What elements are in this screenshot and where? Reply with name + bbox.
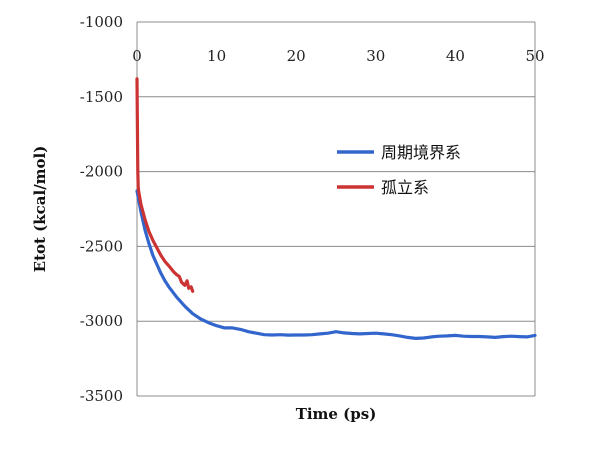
y-tick-label: -2000: [80, 163, 123, 181]
y-tick-label: -1500: [80, 88, 123, 106]
x-axis-ticks: 0 10 20 30 40 50: [132, 47, 544, 65]
series-line-0: [137, 191, 535, 338]
x-tick-label: 10: [207, 47, 226, 65]
series-layer: [137, 79, 535, 339]
legend-label-0: 周期境界系: [381, 143, 461, 162]
x-tick-label: 40: [446, 47, 465, 65]
x-tick-label: 30: [366, 47, 385, 65]
series-line-1: [137, 79, 193, 291]
x-tick-label: 0: [132, 47, 142, 65]
plot-area: [137, 22, 535, 396]
y-axis-ticks: -1000 -1500 -2000 -2500 -3000 -3500: [80, 13, 123, 405]
x-tick-label: 50: [525, 47, 544, 65]
legend-label-1: 孤立系: [381, 178, 429, 197]
y-tick-label: -3000: [80, 312, 123, 330]
x-axis-title: Time (ps): [296, 405, 377, 423]
gridlines: [137, 22, 535, 396]
y-tick-label: -3500: [80, 387, 123, 405]
x-tick-label: 20: [287, 47, 306, 65]
y-axis-title: Etot (kcal/mol): [31, 146, 49, 273]
y-tick-label: -2500: [80, 237, 123, 255]
y-tick-label: -1000: [80, 13, 123, 31]
